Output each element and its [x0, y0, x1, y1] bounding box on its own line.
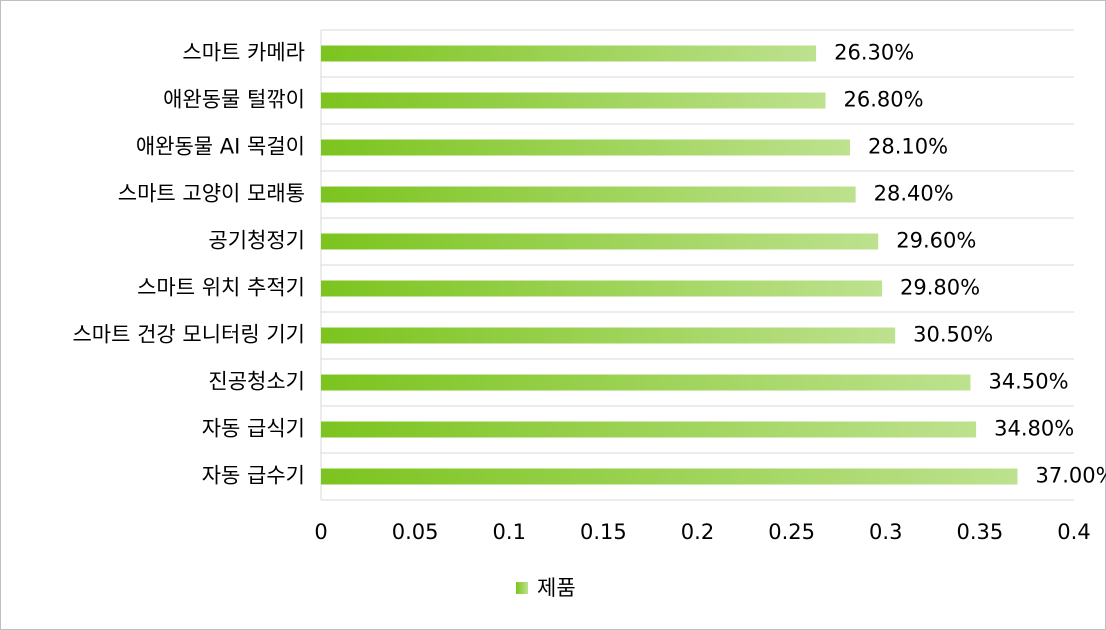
y-tick-label: 스마트 고양이 모래통	[118, 182, 305, 206]
y-tick-label: 애완동물 털깎이	[163, 88, 305, 112]
value-label: 28.10%	[868, 135, 948, 159]
y-tick-label: 애완동물 AI 목걸이	[136, 135, 305, 159]
value-label: 29.80%	[900, 276, 980, 300]
x-tick-label: 0.35	[956, 520, 1003, 544]
x-tick-label: 0.4	[1057, 520, 1090, 544]
bar	[321, 45, 817, 62]
value-label: 37.00%	[1036, 464, 1106, 488]
bar	[321, 139, 850, 156]
bar	[321, 374, 971, 391]
value-label: 30.50%	[913, 323, 993, 347]
x-tick-label: 0.25	[768, 520, 815, 544]
bar	[321, 421, 977, 438]
bar	[321, 186, 856, 203]
y-tick-label: 스마트 건강 모니터링 기기	[72, 323, 305, 347]
x-tick-label: 0	[314, 520, 327, 544]
y-tick-label: 진공청소기	[208, 370, 305, 394]
bar	[321, 468, 1018, 485]
bar	[321, 280, 882, 297]
bar	[321, 92, 826, 109]
value-label: 26.80%	[844, 88, 924, 112]
legend-swatch	[516, 582, 528, 594]
x-tick-label: 0.3	[869, 520, 902, 544]
y-tick-label: 공기청정기	[208, 229, 305, 253]
value-label: 34.50%	[988, 370, 1068, 394]
value-label: 26.30%	[834, 41, 914, 65]
bar	[321, 233, 879, 250]
x-tick-label: 0.05	[392, 520, 439, 544]
x-tick-label: 0.15	[580, 520, 627, 544]
x-tick-label: 0.1	[493, 520, 526, 544]
y-tick-label: 스마트 위치 추적기	[137, 276, 305, 300]
bar	[321, 327, 896, 344]
y-tick-label: 스마트 카메라	[182, 41, 305, 65]
value-label: 28.40%	[874, 182, 954, 206]
value-label: 34.80%	[994, 417, 1074, 441]
y-tick-label: 자동 급식기	[202, 417, 305, 441]
value-label: 29.60%	[896, 229, 976, 253]
x-tick-label: 0.2	[681, 520, 714, 544]
legend-label: 제품	[537, 576, 576, 600]
y-tick-label: 자동 급수기	[202, 464, 305, 488]
